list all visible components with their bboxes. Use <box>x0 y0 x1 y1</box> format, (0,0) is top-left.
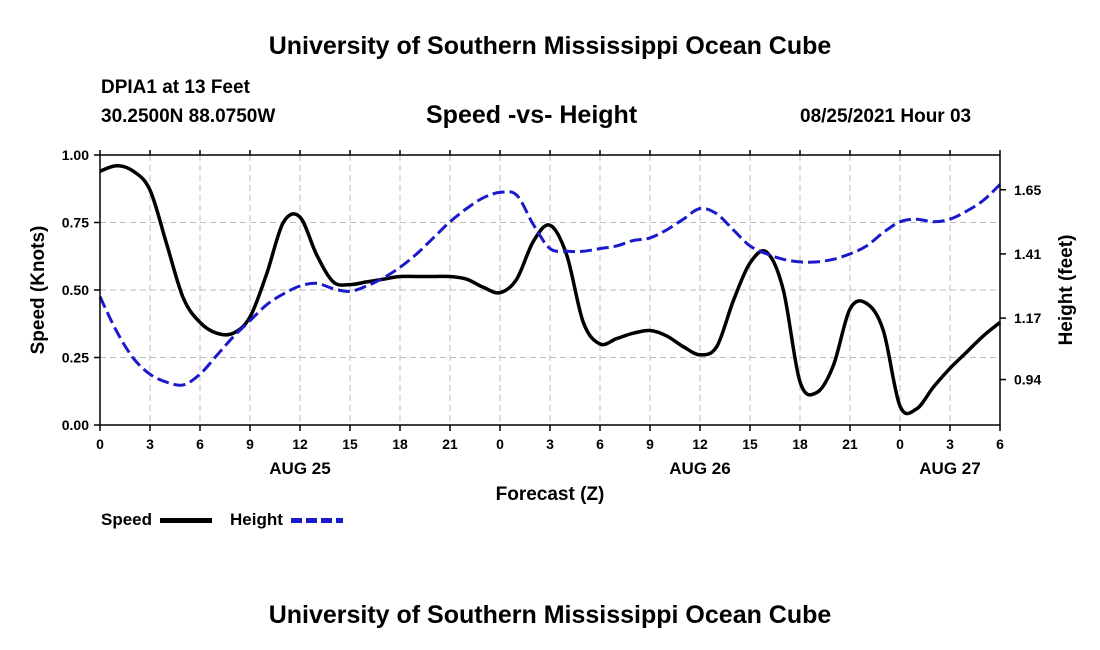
legend-height-label: Height <box>230 510 283 529</box>
y2-tick-label: 1.41 <box>1014 246 1041 262</box>
footer-title: University of Southern Mississippi Ocean… <box>268 601 832 629</box>
y-tick-label: 0.50 <box>62 282 89 298</box>
x-tick-label: 0 <box>496 436 504 452</box>
x-tick-label: 15 <box>742 436 758 452</box>
y-tick-label: 0.25 <box>62 350 89 366</box>
x-tick-label: 6 <box>596 436 604 452</box>
x-tick-label: 12 <box>292 436 308 452</box>
y2-axis-title: Height (feet) <box>1056 235 1077 346</box>
x-axis-title: Forecast (Z) <box>496 484 605 505</box>
date-label: AUG 27 <box>919 459 980 478</box>
y-tick-label: 0.00 <box>62 417 89 433</box>
x-tick-label: 21 <box>442 436 458 452</box>
x-tick-label: 15 <box>342 436 358 452</box>
x-tick-label: 3 <box>546 436 554 452</box>
legend-speed-swatch <box>160 518 212 523</box>
x-tick-label: 9 <box>646 436 654 452</box>
x-tick-label: 12 <box>692 436 708 452</box>
speed-series-line <box>99 164 1002 416</box>
date-label: AUG 25 <box>269 459 330 478</box>
station-label: DPIA1 at 13 Feet <box>101 77 250 98</box>
x-tick-label: 0 <box>896 436 904 452</box>
y2-tick-label: 1.65 <box>1014 182 1041 198</box>
x-tick-label: 6 <box>996 436 1004 452</box>
x-tick-label: 0 <box>96 436 104 452</box>
legend-speed-label: Speed <box>101 510 153 529</box>
y-axis-title: Speed (Knots) <box>28 226 49 355</box>
y2-tick-label: 0.94 <box>1014 372 1041 388</box>
speed-height-chart: 0 3 6 9 12 15 18 21 0 3 6 9 12 15 18 21 0 3 6 0.00 0.25 0.50 0… <box>28 147 1077 505</box>
x-tick-label: 9 <box>246 436 254 452</box>
x-tick-label: 21 <box>842 436 858 452</box>
height-series-line <box>98 183 1002 387</box>
y2-tick-label: 1.17 <box>1014 310 1041 326</box>
y-tick-label: 0.75 <box>62 215 89 231</box>
x-tick-label: 18 <box>792 436 808 452</box>
timestamp-label: 08/25/2021 Hour 03 <box>800 106 972 127</box>
coordinates-label: 30.2500N 88.0750W <box>101 106 276 127</box>
x-tick-label: 18 <box>392 436 408 452</box>
y-tick-label: 1.00 <box>62 147 89 163</box>
legend-height-swatch <box>291 518 343 523</box>
x-tick-label: 6 <box>196 436 204 452</box>
chart-title: Speed -vs- Height <box>426 101 638 129</box>
x-tick-label: 3 <box>946 436 954 452</box>
x-tick-label: 3 <box>146 436 154 452</box>
page-title: University of Southern Mississippi Ocean… <box>268 32 832 60</box>
date-label: AUG 26 <box>669 459 730 478</box>
